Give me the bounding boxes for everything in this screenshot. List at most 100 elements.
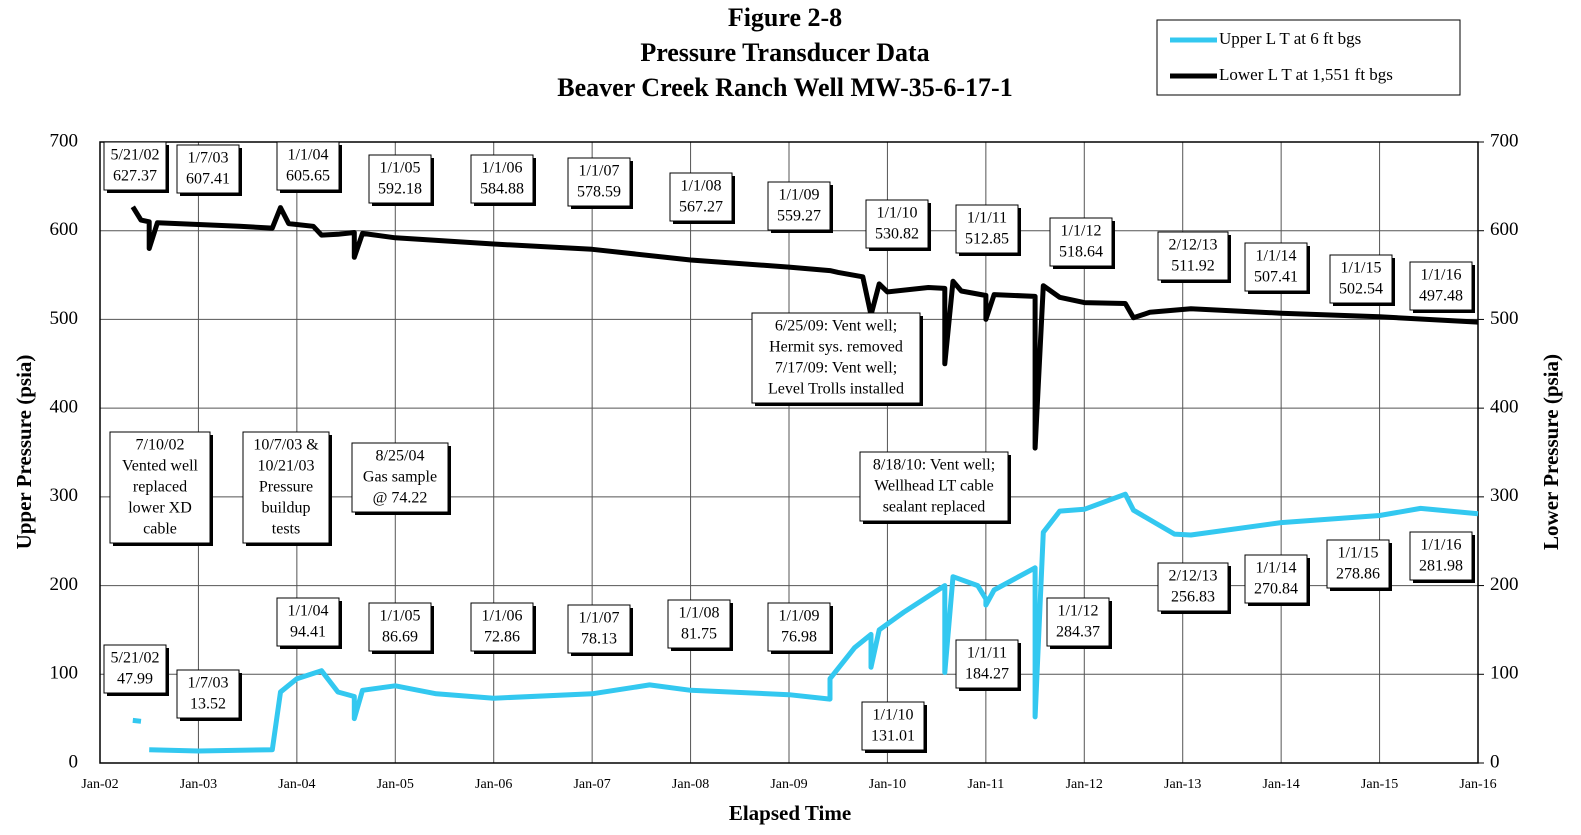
data-label: 511.92 bbox=[1171, 258, 1214, 275]
data-label: 281.98 bbox=[1419, 558, 1463, 575]
plot-frame bbox=[99, 141, 1479, 764]
data-label: 1/1/04 bbox=[288, 603, 329, 620]
data-label-box bbox=[470, 602, 534, 652]
y2-tick-label: 100 bbox=[1490, 663, 1519, 684]
y-axis-label: Upper Pressure (psia) bbox=[12, 355, 36, 550]
x-tick-label: Jan-05 bbox=[377, 777, 414, 792]
data-label: 1/1/12 bbox=[1061, 223, 1102, 240]
x-tick-label: Jan-06 bbox=[475, 777, 512, 792]
data-label: 1/1/14 bbox=[1256, 248, 1297, 265]
data-label-box bbox=[1244, 554, 1308, 604]
y2-tick-label: 0 bbox=[1490, 751, 1500, 772]
y2-tick-label: 500 bbox=[1490, 308, 1519, 329]
data-label: 47.99 bbox=[117, 671, 153, 688]
data-label: 72.86 bbox=[484, 629, 520, 646]
x-tick-label: Jan-10 bbox=[869, 777, 906, 792]
data-label: 512.85 bbox=[965, 231, 1009, 248]
x-tick-label: Jan-09 bbox=[770, 777, 807, 792]
annotation: 10/7/03 & bbox=[253, 437, 319, 454]
data-label-box bbox=[861, 701, 925, 751]
annotation-box bbox=[751, 312, 921, 404]
y-tick-label: 700 bbox=[50, 130, 79, 151]
x-tick-label: Jan-15 bbox=[1361, 777, 1398, 792]
y-tick-label: 400 bbox=[50, 397, 79, 418]
data-label: 2/12/13 bbox=[1169, 568, 1218, 585]
data-label-box bbox=[368, 154, 432, 204]
data-label-box bbox=[470, 154, 534, 204]
data-label: 1/1/16 bbox=[1421, 537, 1462, 554]
data-label-box bbox=[669, 172, 733, 222]
data-label: 5/21/02 bbox=[111, 650, 160, 667]
data-label-box bbox=[176, 144, 240, 194]
data-label-box bbox=[276, 597, 340, 647]
data-label: 1/1/11 bbox=[967, 645, 1007, 662]
y2-tick-label: 300 bbox=[1490, 485, 1519, 506]
annotation: lower XD bbox=[128, 500, 192, 517]
annotation: buildup bbox=[262, 500, 311, 517]
annotation: @ 74.22 bbox=[373, 490, 428, 507]
data-label-box bbox=[1157, 562, 1229, 612]
legend-label: Upper L T at 6 ft bgs bbox=[1219, 29, 1361, 48]
data-label: 1/1/09 bbox=[779, 187, 820, 204]
x-tick-label: Jan-11 bbox=[967, 777, 1004, 792]
y-tick-label: 600 bbox=[50, 219, 79, 240]
annotation: Wellhead LT cable bbox=[874, 478, 994, 495]
data-label: 284.37 bbox=[1056, 624, 1100, 641]
annotation: 7/10/02 bbox=[136, 437, 185, 454]
data-label: 13.52 bbox=[190, 696, 226, 713]
x-tick-label: Jan-02 bbox=[81, 777, 118, 792]
legend-label: Lower L T at 1,551 ft bgs bbox=[1219, 65, 1393, 84]
annotation: Vented well bbox=[122, 458, 199, 475]
data-label: 1/1/15 bbox=[1341, 260, 1382, 277]
data-label-box bbox=[103, 141, 167, 191]
data-label: 1/1/04 bbox=[288, 147, 329, 164]
annotation: sealant replaced bbox=[883, 499, 986, 516]
data-label: 507.41 bbox=[1254, 269, 1298, 286]
data-label: 1/1/08 bbox=[679, 605, 720, 622]
annotation: 8/25/04 bbox=[376, 448, 425, 465]
data-label: 1/1/05 bbox=[380, 608, 421, 625]
data-label: 1/1/16 bbox=[1421, 267, 1462, 284]
y2-tick-label: 400 bbox=[1490, 397, 1519, 418]
data-label-box bbox=[767, 602, 831, 652]
data-label: 76.98 bbox=[781, 629, 817, 646]
y-tick-label: 200 bbox=[50, 574, 79, 595]
annotation: replaced bbox=[133, 479, 187, 496]
series-line bbox=[130, 205, 1479, 451]
data-label: 184.27 bbox=[965, 666, 1009, 683]
data-label: 2/12/13 bbox=[1169, 237, 1218, 254]
data-label-box bbox=[955, 204, 1019, 254]
data-label: 592.18 bbox=[378, 181, 422, 198]
data-label: 278.86 bbox=[1336, 566, 1380, 583]
x-tick-label: Jan-07 bbox=[573, 777, 610, 792]
data-label: 1/1/09 bbox=[779, 608, 820, 625]
data-label-box bbox=[1409, 261, 1473, 311]
x-tick-label: Jan-12 bbox=[1066, 777, 1103, 792]
y2-tick-label: 600 bbox=[1490, 219, 1519, 240]
data-label: 1/1/07 bbox=[579, 163, 620, 180]
data-label-box bbox=[955, 639, 1019, 689]
data-label: 78.13 bbox=[581, 631, 617, 648]
data-label: 567.27 bbox=[679, 199, 723, 216]
data-label-box bbox=[1046, 597, 1110, 647]
data-label: 1/1/10 bbox=[873, 707, 914, 724]
data-label: 584.88 bbox=[480, 181, 524, 198]
data-label-box bbox=[103, 644, 167, 694]
data-label-box bbox=[176, 669, 240, 719]
series-line bbox=[132, 491, 1479, 754]
data-label-box bbox=[865, 199, 929, 249]
annotation: Level Trolls installed bbox=[768, 381, 904, 398]
annotation: 10/21/03 bbox=[258, 458, 315, 475]
x-tick-label: Jan-08 bbox=[672, 777, 709, 792]
annotation: 7/17/09: Vent well; bbox=[775, 360, 897, 377]
data-label: 1/1/06 bbox=[482, 608, 523, 625]
data-label-box bbox=[567, 157, 631, 207]
y2-tick-label: 200 bbox=[1490, 574, 1519, 595]
data-label: 5/21/02 bbox=[111, 147, 160, 164]
data-label-box bbox=[567, 604, 631, 654]
chart-title: Pressure Transducer Data bbox=[640, 38, 929, 67]
data-label: 1/1/06 bbox=[482, 160, 523, 177]
data-label: 1/7/03 bbox=[188, 150, 229, 167]
